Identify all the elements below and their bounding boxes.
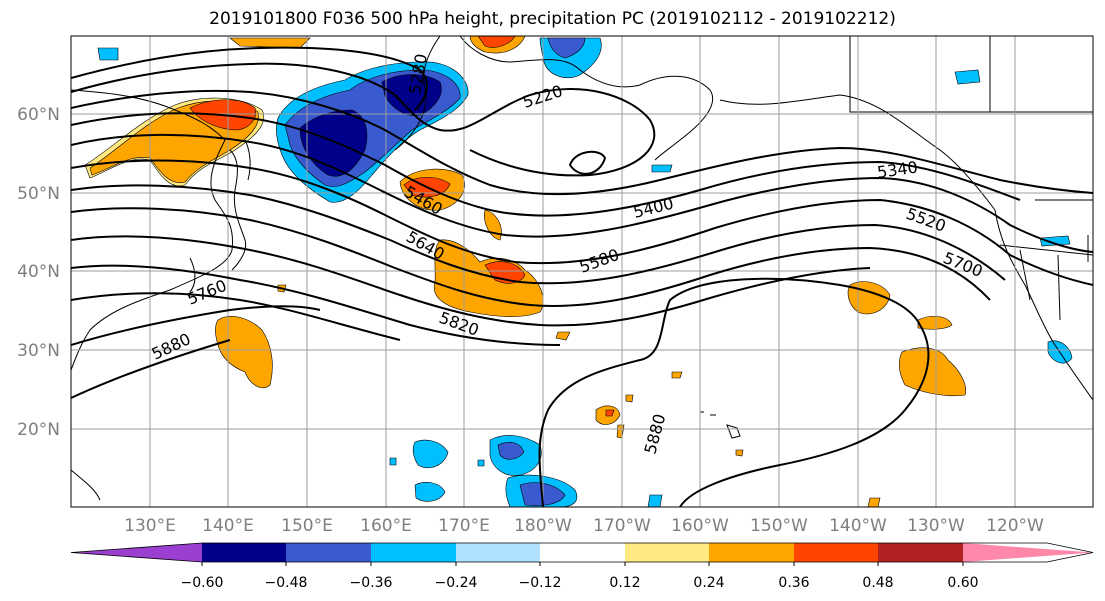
colorbar-swatch — [794, 543, 878, 562]
colorbar-tick-label: 0.48 — [862, 575, 893, 591]
colorbar-tick-label: 0.36 — [778, 575, 809, 591]
lon-label: 150°E — [281, 516, 333, 536]
colorbar-swatch — [963, 543, 1093, 562]
lat-label: 20°N — [17, 420, 60, 440]
lon-label: 130°E — [124, 516, 176, 536]
colorbar-swatch — [878, 543, 963, 562]
lon-label: 120°W — [986, 516, 1044, 536]
precip-positive-shading — [84, 36, 966, 507]
lat-label: 60°N — [17, 105, 60, 125]
lon-label: 150°W — [750, 516, 808, 536]
lon-label: 130°W — [907, 516, 965, 536]
lon-label: 160°W — [671, 516, 729, 536]
colorbar-ticks: −0.60 −0.48 −0.36 −0.24 −0.12 0.12 0.24 … — [181, 562, 979, 591]
colorbar-swatch — [202, 543, 286, 562]
colorbar-swatch — [540, 543, 625, 562]
colorbar-swatch — [71, 543, 202, 562]
colorbar-tick-label: −0.60 — [181, 575, 224, 591]
longitude-labels: 130°E 140°E 150°E 160°E 170°E 180°W 170°… — [124, 516, 1044, 536]
lon-label: 180°W — [514, 516, 572, 536]
lon-label: 170°W — [593, 516, 651, 536]
height-contours — [71, 46, 1093, 507]
colorbar-swatch — [456, 543, 540, 562]
colorbar-swatch — [286, 543, 371, 562]
colorbar: −0.60 −0.48 −0.36 −0.24 −0.12 0.12 0.24 … — [70, 542, 1094, 591]
lon-label: 160°E — [360, 516, 412, 536]
colorbar-swatch — [371, 543, 456, 562]
map-plot-area: 5280 5220 5340 5460 5400 5520 5640 5580 … — [71, 36, 1093, 507]
latitude-labels: 60°N 50°N 40°N 30°N 20°N — [17, 105, 60, 440]
colorbar-tick-label: 0.60 — [947, 575, 978, 591]
lat-label: 30°N — [17, 341, 60, 361]
colorbar-tick-label: 0.24 — [693, 575, 724, 591]
colorbar-tick-label: 0.12 — [609, 575, 640, 591]
colorbar-boxes — [70, 542, 1094, 563]
lat-label: 50°N — [17, 184, 60, 204]
colorbar-swatch — [709, 543, 794, 562]
lon-label: 140°W — [829, 516, 887, 536]
graticule — [71, 36, 1093, 507]
colorbar-tick-label: −0.12 — [519, 575, 562, 591]
colorbar-tick-label: −0.36 — [350, 575, 393, 591]
lon-label: 140°E — [202, 516, 254, 536]
map-title: 2019101800 F036 500 hPa height, precipit… — [209, 9, 896, 29]
lon-label: 170°E — [438, 516, 490, 536]
lat-label: 40°N — [17, 262, 60, 282]
colorbar-tick-label: −0.24 — [435, 575, 478, 591]
colorbar-tick-label: −0.48 — [265, 575, 308, 591]
colorbar-swatch — [625, 543, 709, 562]
map-frame — [70, 35, 1094, 508]
